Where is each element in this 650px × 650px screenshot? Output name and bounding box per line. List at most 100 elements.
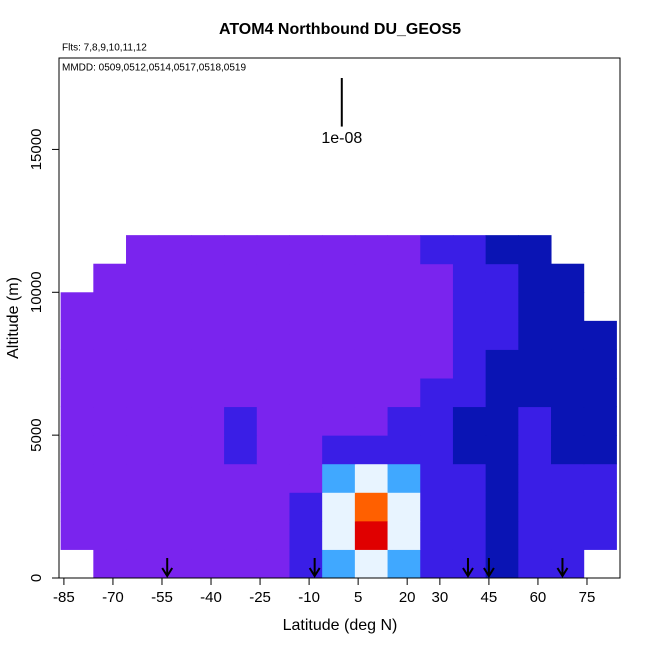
cell	[256, 378, 290, 408]
cell	[289, 549, 323, 579]
cell	[158, 463, 192, 493]
cell	[518, 378, 552, 408]
cell	[126, 349, 160, 379]
cell	[289, 406, 323, 436]
cell	[518, 549, 552, 579]
cell	[289, 349, 323, 379]
y-tick-label: 5000	[28, 418, 45, 451]
cell	[387, 406, 421, 436]
cell	[485, 463, 519, 493]
cell	[354, 492, 389, 522]
cell	[551, 320, 585, 350]
cell	[354, 406, 389, 436]
cell	[518, 349, 552, 379]
cell	[485, 292, 519, 322]
cell	[60, 435, 94, 465]
cell	[224, 292, 258, 322]
cell	[322, 235, 356, 265]
cell	[420, 263, 454, 293]
cell	[551, 520, 585, 550]
cell	[158, 263, 192, 293]
cell	[256, 520, 290, 550]
cell	[518, 492, 552, 522]
cell	[485, 378, 519, 408]
cell	[354, 378, 389, 408]
cell	[551, 492, 585, 522]
cell	[420, 349, 454, 379]
cell	[158, 349, 192, 379]
cell	[322, 520, 356, 550]
cell	[126, 492, 160, 522]
cell	[485, 349, 519, 379]
cell	[256, 349, 290, 379]
cell	[289, 378, 323, 408]
cell	[224, 349, 258, 379]
plot-frame	[58, 57, 621, 579]
cell	[518, 263, 552, 293]
cell	[452, 349, 487, 379]
cell	[60, 378, 94, 408]
cell	[485, 320, 519, 350]
cell	[256, 435, 290, 465]
cell	[354, 435, 389, 465]
cell	[126, 378, 160, 408]
x-tick-label: -25	[249, 589, 271, 606]
cell	[158, 520, 192, 550]
cell	[256, 492, 290, 522]
cell	[485, 263, 519, 293]
cell	[126, 320, 160, 350]
cell	[387, 520, 421, 550]
cell	[583, 406, 617, 436]
cell	[420, 378, 454, 408]
cell	[93, 292, 127, 322]
cell	[354, 520, 389, 550]
x-tick-label: 75	[579, 589, 596, 606]
cell	[224, 406, 258, 436]
cell	[322, 320, 356, 350]
cell	[191, 463, 225, 493]
cell	[60, 349, 94, 379]
cell	[452, 235, 487, 265]
cell	[93, 349, 127, 379]
cell	[387, 349, 421, 379]
arrow-head	[161, 567, 174, 578]
subtitle: Flts: 7,8,9,10,11,12	[62, 43, 147, 54]
cell	[158, 492, 192, 522]
cell	[354, 320, 389, 350]
cell	[224, 520, 258, 550]
cell	[551, 349, 585, 379]
cell	[126, 263, 160, 293]
cell	[518, 520, 552, 550]
cell	[387, 320, 421, 350]
cell	[322, 349, 356, 379]
cell	[256, 549, 290, 579]
cell	[191, 292, 225, 322]
cell	[224, 263, 258, 293]
cell	[289, 492, 323, 522]
cell	[289, 235, 323, 265]
cell	[126, 435, 160, 465]
cell	[420, 406, 454, 436]
cell	[583, 520, 617, 550]
cell	[191, 520, 225, 550]
cell	[289, 263, 323, 293]
cell	[191, 235, 225, 265]
cell	[583, 463, 617, 493]
cell	[224, 549, 258, 579]
y-tick-label: 10000	[28, 271, 45, 313]
cell	[60, 463, 94, 493]
cell	[256, 406, 290, 436]
cell	[485, 492, 519, 522]
cell	[452, 320, 487, 350]
cell	[387, 492, 421, 522]
cell	[420, 292, 454, 322]
cell	[387, 435, 421, 465]
x-tick-label: -40	[200, 589, 222, 606]
cell	[485, 520, 519, 550]
cell	[322, 406, 356, 436]
cell	[551, 378, 585, 408]
cell	[452, 463, 487, 493]
cell	[289, 435, 323, 465]
cell	[420, 320, 454, 350]
cell	[93, 492, 127, 522]
